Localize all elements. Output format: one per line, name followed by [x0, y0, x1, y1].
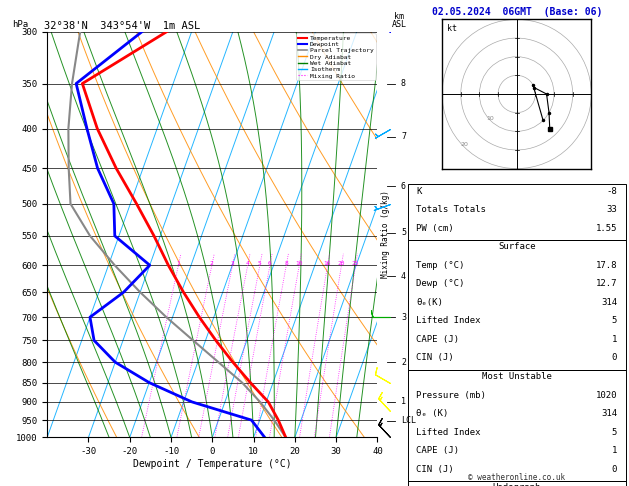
Text: 1: 1	[401, 398, 406, 406]
Text: CAPE (J): CAPE (J)	[416, 335, 459, 344]
Text: 8: 8	[401, 79, 406, 88]
Text: 1.55: 1.55	[596, 224, 617, 233]
Text: 8: 8	[284, 261, 288, 266]
Text: 4: 4	[401, 272, 406, 281]
Text: K: K	[416, 187, 421, 196]
Text: θₑ(K): θₑ(K)	[416, 298, 443, 307]
Text: 7: 7	[401, 132, 406, 141]
Text: Most Unstable: Most Unstable	[482, 372, 552, 381]
Text: 10: 10	[487, 116, 494, 121]
Text: 5: 5	[401, 228, 406, 237]
Text: 6: 6	[401, 182, 406, 191]
Text: kt: kt	[447, 24, 457, 33]
Text: Dewp (°C): Dewp (°C)	[416, 279, 465, 288]
Text: 02.05.2024  06GMT  (Base: 06): 02.05.2024 06GMT (Base: 06)	[431, 7, 602, 17]
Text: 20: 20	[338, 261, 345, 266]
Text: 5: 5	[258, 261, 262, 266]
Bar	[408, 240, 626, 370]
Text: 6: 6	[268, 261, 272, 266]
Text: 0: 0	[612, 353, 617, 363]
Text: 314: 314	[601, 409, 617, 418]
Text: 1: 1	[176, 261, 180, 266]
Bar	[408, 184, 626, 240]
Text: 3: 3	[401, 312, 406, 322]
Text: Pressure (mb): Pressure (mb)	[416, 391, 486, 399]
Text: 2: 2	[401, 358, 406, 367]
Text: Lifted Index: Lifted Index	[416, 428, 481, 436]
Text: 1020: 1020	[596, 391, 617, 399]
Text: hPa: hPa	[13, 20, 29, 29]
Bar	[408, 370, 626, 481]
Text: θₑ (K): θₑ (K)	[416, 409, 448, 418]
Text: 16: 16	[324, 261, 331, 266]
X-axis label: Dewpoint / Temperature (°C): Dewpoint / Temperature (°C)	[133, 459, 292, 469]
Text: CIN (J): CIN (J)	[416, 465, 454, 474]
Text: Surface: Surface	[498, 242, 535, 251]
Text: 20: 20	[460, 142, 469, 147]
Text: CIN (J): CIN (J)	[416, 353, 454, 363]
Text: Hodograph: Hodograph	[493, 483, 541, 486]
Text: Temp (°C): Temp (°C)	[416, 261, 465, 270]
Text: -8: -8	[606, 187, 617, 196]
Bar	[408, 481, 626, 486]
Text: © weatheronline.co.uk: © weatheronline.co.uk	[468, 473, 565, 482]
Text: 5: 5	[612, 428, 617, 436]
Text: 25: 25	[352, 261, 359, 266]
Text: Mixing Ratio (g/kg): Mixing Ratio (g/kg)	[381, 191, 390, 278]
Text: 4: 4	[246, 261, 250, 266]
Text: 2: 2	[210, 261, 214, 266]
Text: 10: 10	[296, 261, 303, 266]
Text: LCL: LCL	[401, 417, 416, 425]
Text: 1: 1	[612, 446, 617, 455]
Text: Lifted Index: Lifted Index	[416, 316, 481, 326]
Text: 314: 314	[601, 298, 617, 307]
Text: 33: 33	[606, 205, 617, 214]
Text: 32°38'N  343°54'W  1m ASL: 32°38'N 343°54'W 1m ASL	[44, 21, 200, 31]
Text: 5: 5	[612, 316, 617, 326]
Text: CAPE (J): CAPE (J)	[416, 446, 459, 455]
Text: km
ASL: km ASL	[392, 12, 407, 29]
Text: 0: 0	[612, 465, 617, 474]
Text: PW (cm): PW (cm)	[416, 224, 454, 233]
Text: 17.8: 17.8	[596, 261, 617, 270]
Legend: Temperature, Dewpoint, Parcel Trajectory, Dry Adiabat, Wet Adiabat, Isotherm, Mi: Temperature, Dewpoint, Parcel Trajectory…	[296, 34, 376, 81]
Text: 1: 1	[612, 335, 617, 344]
Text: 3: 3	[230, 261, 234, 266]
Text: 12.7: 12.7	[596, 279, 617, 288]
Text: Totals Totals: Totals Totals	[416, 205, 486, 214]
